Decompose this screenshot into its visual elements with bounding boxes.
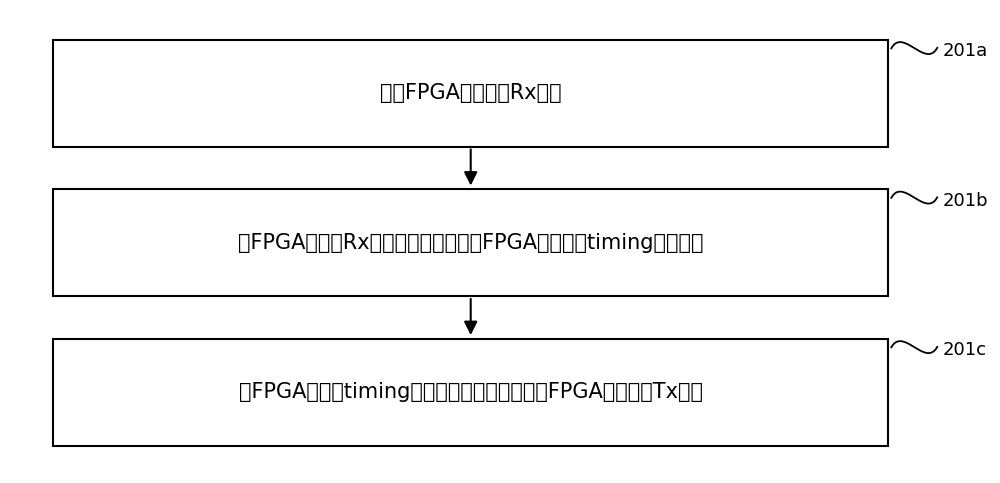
FancyBboxPatch shape: [53, 339, 888, 446]
Text: 201b: 201b: [942, 192, 988, 210]
Text: 201a: 201a: [942, 42, 987, 60]
Text: 在FPGA未发生Rx失锁的状态下，检测FPGA是否发生timing信息错误: 在FPGA未发生Rx失锁的状态下，检测FPGA是否发生timing信息错误: [238, 233, 703, 253]
FancyBboxPatch shape: [53, 40, 888, 146]
Text: 201c: 201c: [942, 341, 986, 359]
Text: 在FPGA未发生timing信息错误的状态下，检测FPGA是否发生Tx失锁: 在FPGA未发生timing信息错误的状态下，检测FPGA是否发生Tx失锁: [239, 382, 703, 402]
FancyBboxPatch shape: [53, 189, 888, 296]
Text: 检测FPGA是否发生Rx失锁: 检测FPGA是否发生Rx失锁: [380, 83, 562, 103]
